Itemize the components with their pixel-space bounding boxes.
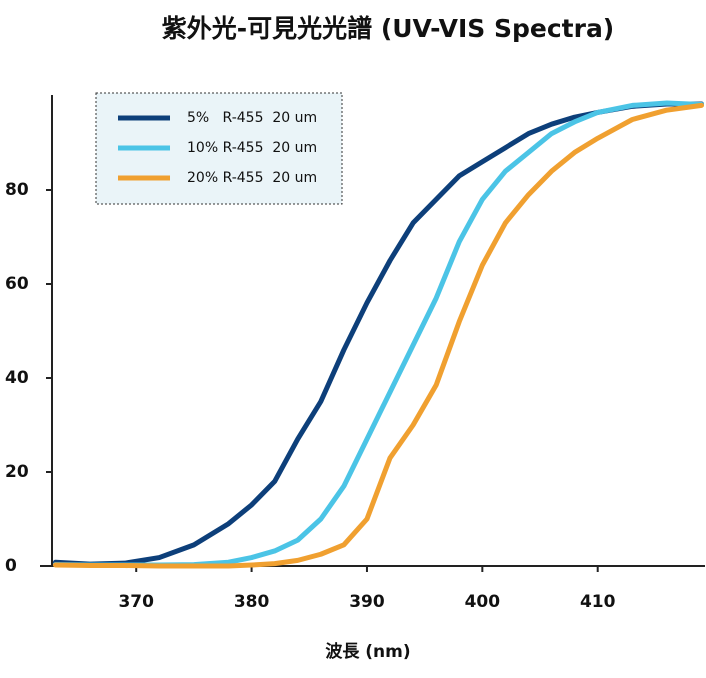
x-tick-label: 400 — [465, 592, 501, 612]
y-tick-label: 40 — [5, 368, 29, 388]
x-tick-label: 370 — [118, 592, 154, 612]
line-series — [52, 101, 705, 567]
y-tick-label: 0 — [5, 556, 17, 576]
y-tick-label: 80 — [5, 180, 29, 200]
y-tick-label: 60 — [5, 274, 29, 294]
x-tick-label: 410 — [580, 592, 616, 612]
x-tick-label: 390 — [349, 592, 385, 612]
legend-label: 5% R-455 20 um — [187, 110, 317, 126]
y-tick-label: 20 — [5, 462, 29, 482]
legend-label: 20% R-455 20 um — [187, 170, 317, 186]
line-series — [52, 102, 705, 569]
x-tick-label: 380 — [234, 592, 270, 612]
x-axis-label: 波長 (nm) — [325, 641, 410, 662]
legend-label: 10% R-455 20 um — [187, 140, 317, 156]
chart-title: 紫外光-可見光光譜 (UV-VIS Spectra) — [162, 14, 615, 43]
